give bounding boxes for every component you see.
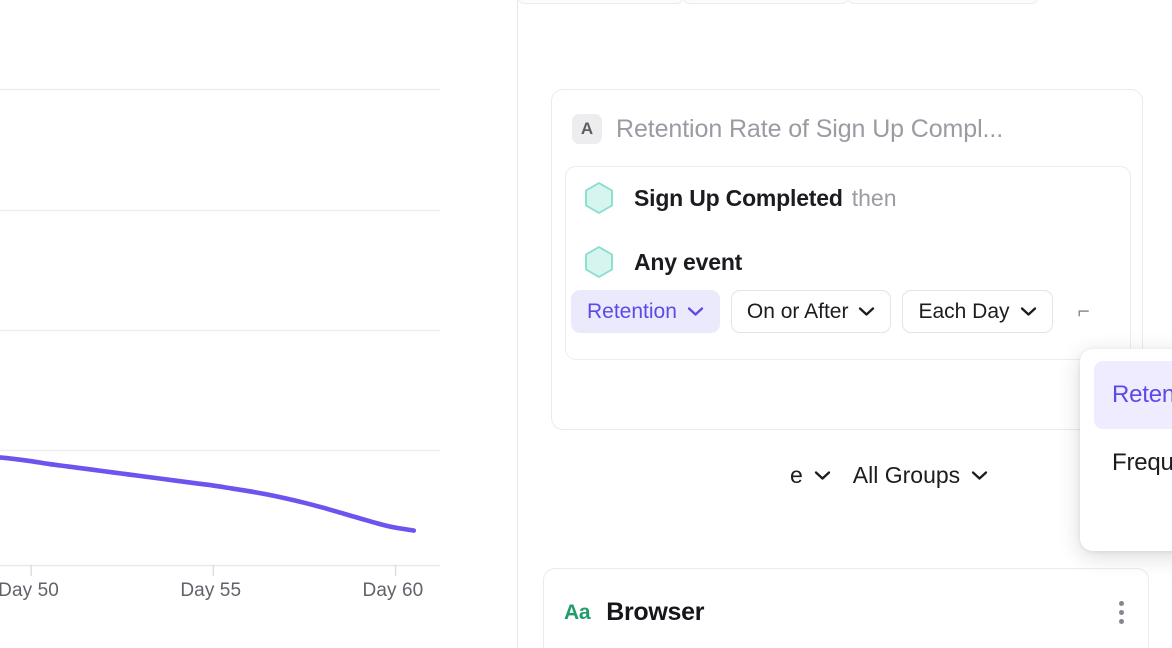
overflow-glyph: ⌐ xyxy=(1077,299,1090,323)
measure-type-label: Retention xyxy=(587,299,677,323)
chart-x-tick-label: Day 60 xyxy=(362,580,424,601)
menu-item-label: Retention xyxy=(1112,381,1172,408)
interval-label: Each Day xyxy=(918,299,1010,323)
grouping-controls-row: e All Groups xyxy=(790,462,988,489)
time-operator-dropdown[interactable]: On or After xyxy=(730,290,892,333)
chevron-down-icon xyxy=(1020,307,1036,316)
chevron-down-icon xyxy=(972,471,988,480)
hexagon-icon xyxy=(585,246,613,278)
hexagon-icon xyxy=(585,182,613,214)
chart-x-tick-label: Day 50 xyxy=(0,580,59,601)
query-builder-pane: A Retention Rate of Sign Up Compl... Sig… xyxy=(518,0,1172,648)
retention-line-chart xyxy=(0,88,440,576)
event-name: Any event xyxy=(634,248,743,275)
event-row-secondary[interactable]: Any event xyxy=(583,245,742,279)
browser-filter-card[interactable]: Aa Browser xyxy=(543,568,1149,648)
counting-mode-label: e xyxy=(790,462,803,488)
event-row-primary[interactable]: Sign Up Completed then xyxy=(583,181,896,215)
chart-x-ticks xyxy=(30,565,397,576)
kebab-dot xyxy=(1119,619,1124,624)
event-definition-card: Sign Up Completed then Any event Retentio… xyxy=(565,166,1131,360)
chevron-down-icon xyxy=(687,307,704,316)
kebab-dot xyxy=(1119,610,1124,615)
measure-controls-row: Retention On or After Each Day xyxy=(571,290,1090,333)
chevron-down-icon xyxy=(859,307,875,316)
toolbar-segment xyxy=(518,0,683,4)
time-operator-label: On or After xyxy=(746,299,849,323)
chart-x-tick-label: Day 55 xyxy=(180,580,242,601)
event-name: Sign Up Completed xyxy=(634,184,843,211)
query-card: A Retention Rate of Sign Up Compl... Sig… xyxy=(551,89,1143,488)
query-letter-badge: A xyxy=(572,114,602,144)
kebab-dot xyxy=(1119,601,1124,606)
event-row-text: Sign Up Completed then xyxy=(634,185,896,212)
event-connector: then xyxy=(851,184,897,211)
toolbar-strip-partial xyxy=(518,0,1038,4)
query-title[interactable]: Retention Rate of Sign Up Compl... xyxy=(616,114,1004,143)
kebab-menu-icon[interactable] xyxy=(1113,595,1130,630)
chevron-down-icon xyxy=(814,471,830,480)
query-card-header: A Retention Rate of Sign Up Compl... xyxy=(552,90,1142,168)
event-row-text: Any event xyxy=(634,249,742,276)
measure-type-dropdown[interactable]: Retention xyxy=(571,290,720,333)
chart-gridlines xyxy=(0,88,440,452)
counting-mode-dropdown[interactable]: e xyxy=(790,462,831,489)
browser-card-row: Aa Browser xyxy=(564,595,1130,630)
toolbar-segment xyxy=(683,0,848,4)
toolbar-segment xyxy=(848,0,1038,4)
pane-divider xyxy=(517,0,518,648)
groups-dropdown[interactable]: All Groups xyxy=(853,462,988,489)
interval-dropdown[interactable]: Each Day xyxy=(902,290,1053,333)
groups-label: All Groups xyxy=(852,462,961,488)
browser-card-label: Browser xyxy=(606,598,705,626)
menu-item-frequency[interactable]: Frequency xyxy=(1094,429,1172,497)
chart-series-line xyxy=(0,455,417,533)
measure-type-dropdown-menu[interactable]: Retention Frequency xyxy=(1080,349,1172,551)
menu-item-retention[interactable]: Retention xyxy=(1094,361,1172,429)
retention-chart-pane: Day 50 Day 55 Day 60 xyxy=(0,0,517,648)
menu-item-label: Frequency xyxy=(1112,449,1172,476)
text-property-icon: Aa xyxy=(564,600,591,624)
